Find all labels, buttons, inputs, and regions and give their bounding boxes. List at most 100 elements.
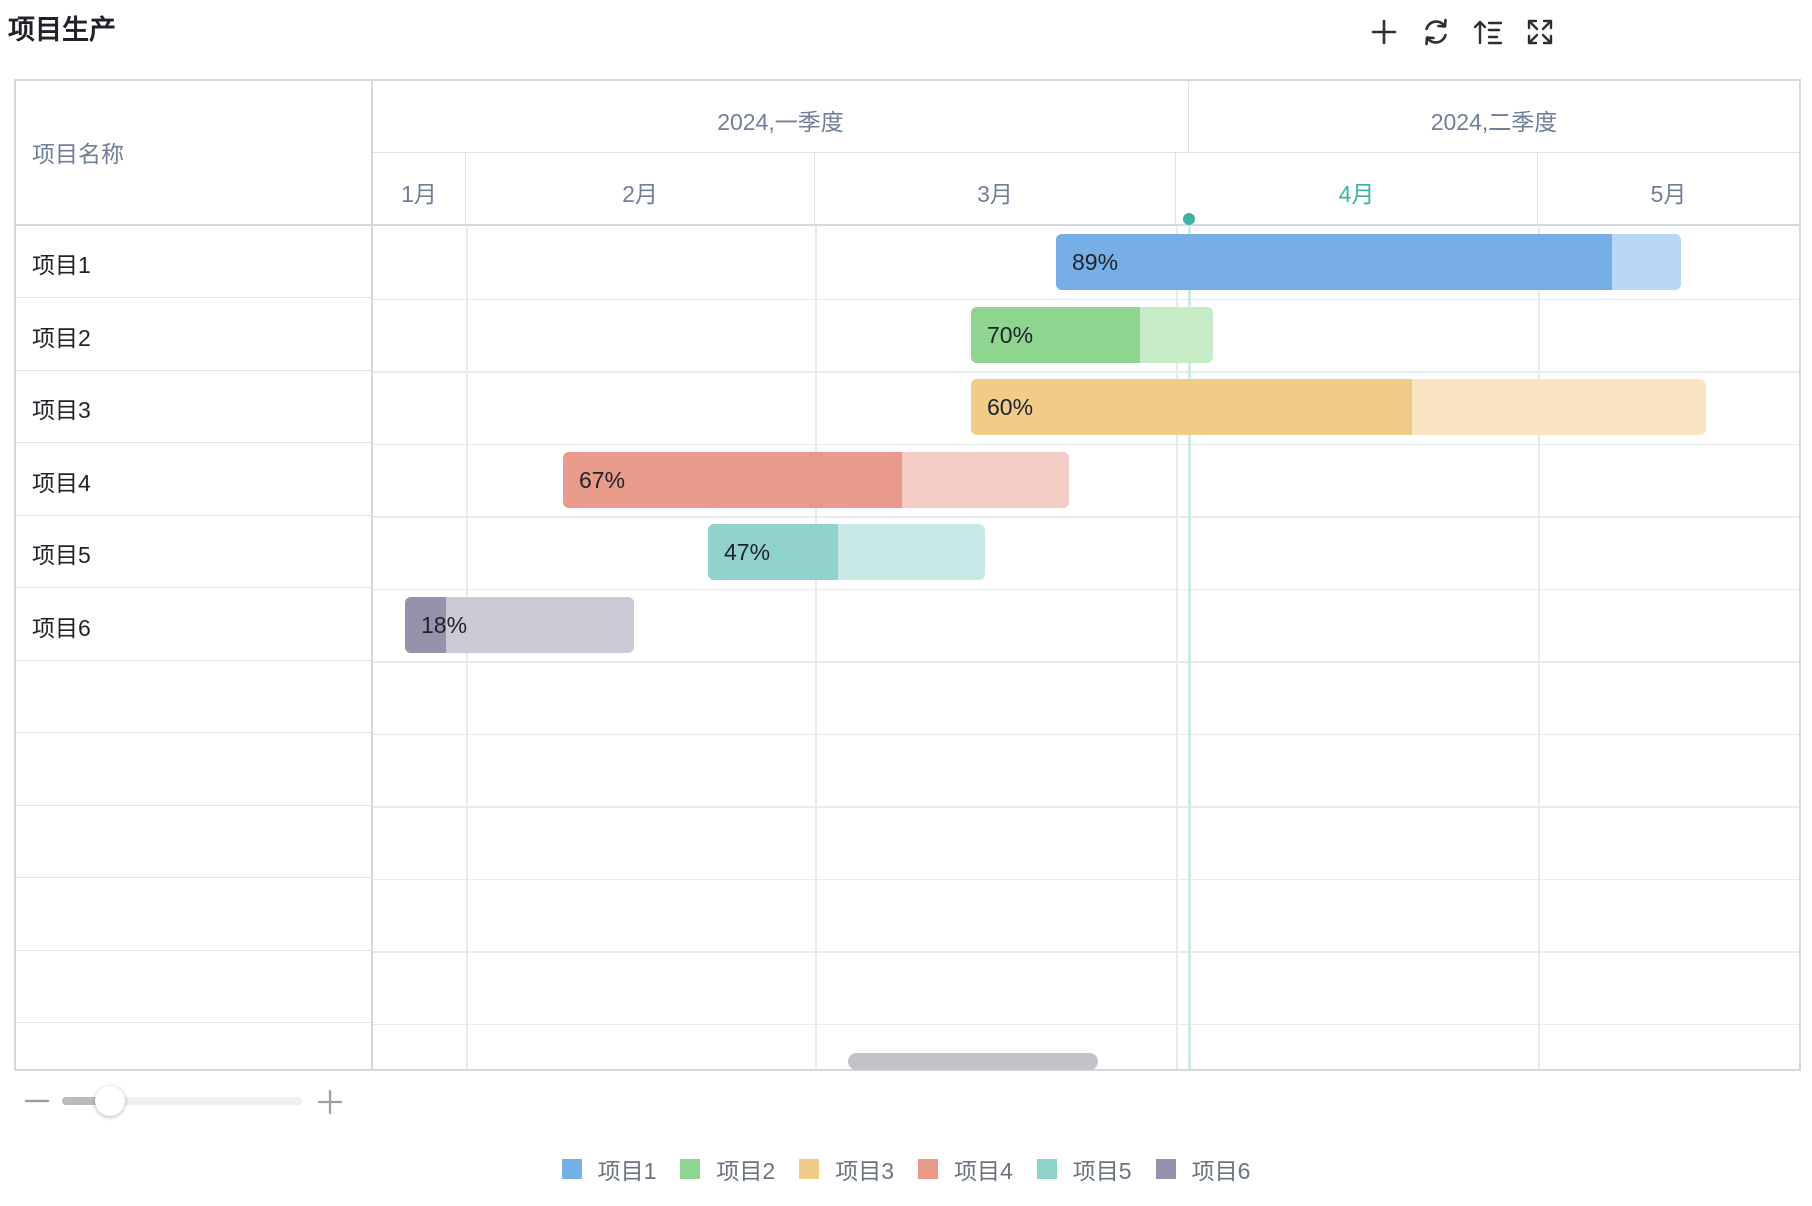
legend-label: 项目5 (1072, 1158, 1132, 1184)
task-progress-label: 67% (579, 466, 626, 493)
task-progress-label: 47% (724, 539, 771, 565)
fullscreen-button[interactable] (1520, 12, 1560, 52)
legend-swatch (680, 1159, 701, 1179)
legend-label: 项目1 (597, 1158, 657, 1184)
legend-swatch (918, 1159, 938, 1179)
task-bar-progress (405, 596, 447, 653)
row-gridline (373, 1023, 1799, 1025)
refresh-icon (1425, 18, 1447, 46)
zoom-slider-thumb[interactable] (95, 1086, 125, 1116)
month-header-cell: 1月 (373, 153, 466, 224)
empty-task-row (16, 734, 371, 806)
quarter-label: 2024,二季度 (1430, 109, 1558, 135)
task-bar-progress (708, 524, 839, 580)
timeline-body: 89% 70% 60% 67% 47% 18% (373, 213, 1799, 1069)
task-name: 项目3 (32, 397, 91, 423)
refresh-button[interactable] (1416, 12, 1456, 52)
row-gridline (373, 951, 1799, 953)
zoom-in-icon[interactable] (316, 1088, 344, 1116)
task-progress-label: 70% (987, 321, 1034, 348)
month-gridline (1538, 226, 1540, 1069)
sort-button[interactable] (1468, 12, 1508, 52)
add-button[interactable] (1364, 12, 1404, 52)
task-progress-label: 18% (421, 611, 468, 638)
legend: 项目1 项目2 项目3 项目4 项目5 项目6 (0, 1152, 1812, 1188)
zoom-out-icon[interactable] (24, 1088, 50, 1114)
today-line (1188, 226, 1191, 1069)
month-gridline (1176, 226, 1178, 1069)
task-bar[interactable]: 60% (971, 379, 1706, 435)
task-name: 项目5 (32, 542, 91, 568)
task-bar-progress (971, 379, 1412, 435)
task-list-header: 项目名称 (16, 81, 371, 226)
empty-task-row (16, 806, 371, 878)
legend-swatch (799, 1159, 820, 1179)
month-header-row: 1月 2月 3月 4月 5月 (373, 153, 1799, 226)
month-gridline (815, 226, 817, 1069)
month-header-cell: 5月 (1538, 153, 1799, 224)
task-bar[interactable]: 47% (708, 524, 985, 580)
month-header-cell: 3月 (815, 153, 1176, 224)
month-header-cell: 2月 (466, 153, 815, 224)
legend-item[interactable]: 项目6 (1155, 1152, 1251, 1188)
empty-task-row (16, 879, 371, 951)
legend-label: 项目3 (835, 1158, 894, 1184)
task-row[interactable]: 项目4 (16, 444, 371, 516)
legend-item[interactable]: 项目2 (680, 1152, 775, 1188)
row-gridline (373, 661, 1799, 663)
zoom-slider-fill (62, 1097, 110, 1105)
quarter-header-cell: 2024,二季度 (1189, 81, 1799, 153)
gantt-header: 项目生产 (0, 0, 1812, 60)
month-label: 5月 (1650, 181, 1687, 207)
legend-swatch (1155, 1159, 1176, 1179)
zoom-control (24, 1082, 344, 1118)
gantt-chart: 项目名称 项目1 项目2 项目3 项目4 项目5 项目6 2024,一季度 2024,二季度… (14, 79, 1801, 1071)
task-name: 项目1 (32, 252, 91, 278)
today-marker-dot (1183, 213, 1195, 225)
task-bar-progress (1056, 234, 1613, 290)
zoom-slider[interactable] (62, 1086, 302, 1116)
task-row[interactable]: 项目6 (16, 589, 371, 661)
name-column-header: 项目名称 (32, 141, 124, 167)
row-gridline (373, 298, 1799, 300)
legend-item[interactable]: 项目4 (918, 1152, 1013, 1188)
legend-swatch (561, 1159, 582, 1179)
legend-swatch (1036, 1159, 1057, 1179)
horizontal-scrollbar[interactable] (848, 1053, 1098, 1070)
task-row[interactable]: 项目3 (16, 371, 371, 443)
row-gridline (373, 516, 1799, 518)
task-name: 项目6 (32, 614, 91, 641)
legend-label: 项目6 (1191, 1158, 1251, 1184)
task-bar-progress (563, 451, 903, 508)
quarter-label: 2024,一季度 (717, 109, 844, 135)
task-name: 项目2 (32, 324, 91, 351)
task-bar[interactable]: 70% (971, 306, 1213, 363)
row-gridline (373, 733, 1799, 735)
legend-label: 项目4 (954, 1158, 1013, 1184)
legend-item[interactable]: 项目1 (561, 1152, 657, 1188)
task-bar[interactable]: 67% (563, 451, 1069, 508)
legend-item[interactable]: 项目3 (799, 1152, 894, 1188)
empty-task-row (16, 661, 371, 733)
month-header-cell: 4月 (1176, 153, 1538, 224)
quarter-header-cell: 2024,一季度 (373, 81, 1189, 153)
task-bar[interactable]: 89% (1056, 234, 1681, 290)
task-bar[interactable]: 18% (405, 596, 634, 653)
legend-item[interactable]: 项目5 (1036, 1152, 1132, 1188)
task-name: 项目4 (32, 469, 91, 496)
quarter-header-row: 2024,一季度 2024,二季度 (373, 81, 1799, 153)
row-gridline (373, 878, 1799, 880)
task-row[interactable]: 项目1 (16, 226, 371, 298)
empty-task-row (16, 1024, 371, 1070)
task-progress-label: 89% (1072, 249, 1119, 275)
sort-icon (1473, 20, 1503, 45)
task-bar-progress (971, 306, 1141, 363)
row-gridline (373, 443, 1799, 445)
page-title: 项目生产 (8, 15, 116, 45)
month-label: 4月 (1338, 181, 1375, 207)
task-list-pane: 项目名称 项目1 项目2 项目3 项目4 项目5 项目6 (16, 81, 373, 1069)
task-progress-label: 60% (987, 394, 1034, 420)
row-gridline (373, 806, 1799, 808)
task-row[interactable]: 项目2 (16, 299, 371, 371)
task-row[interactable]: 项目5 (16, 516, 371, 588)
